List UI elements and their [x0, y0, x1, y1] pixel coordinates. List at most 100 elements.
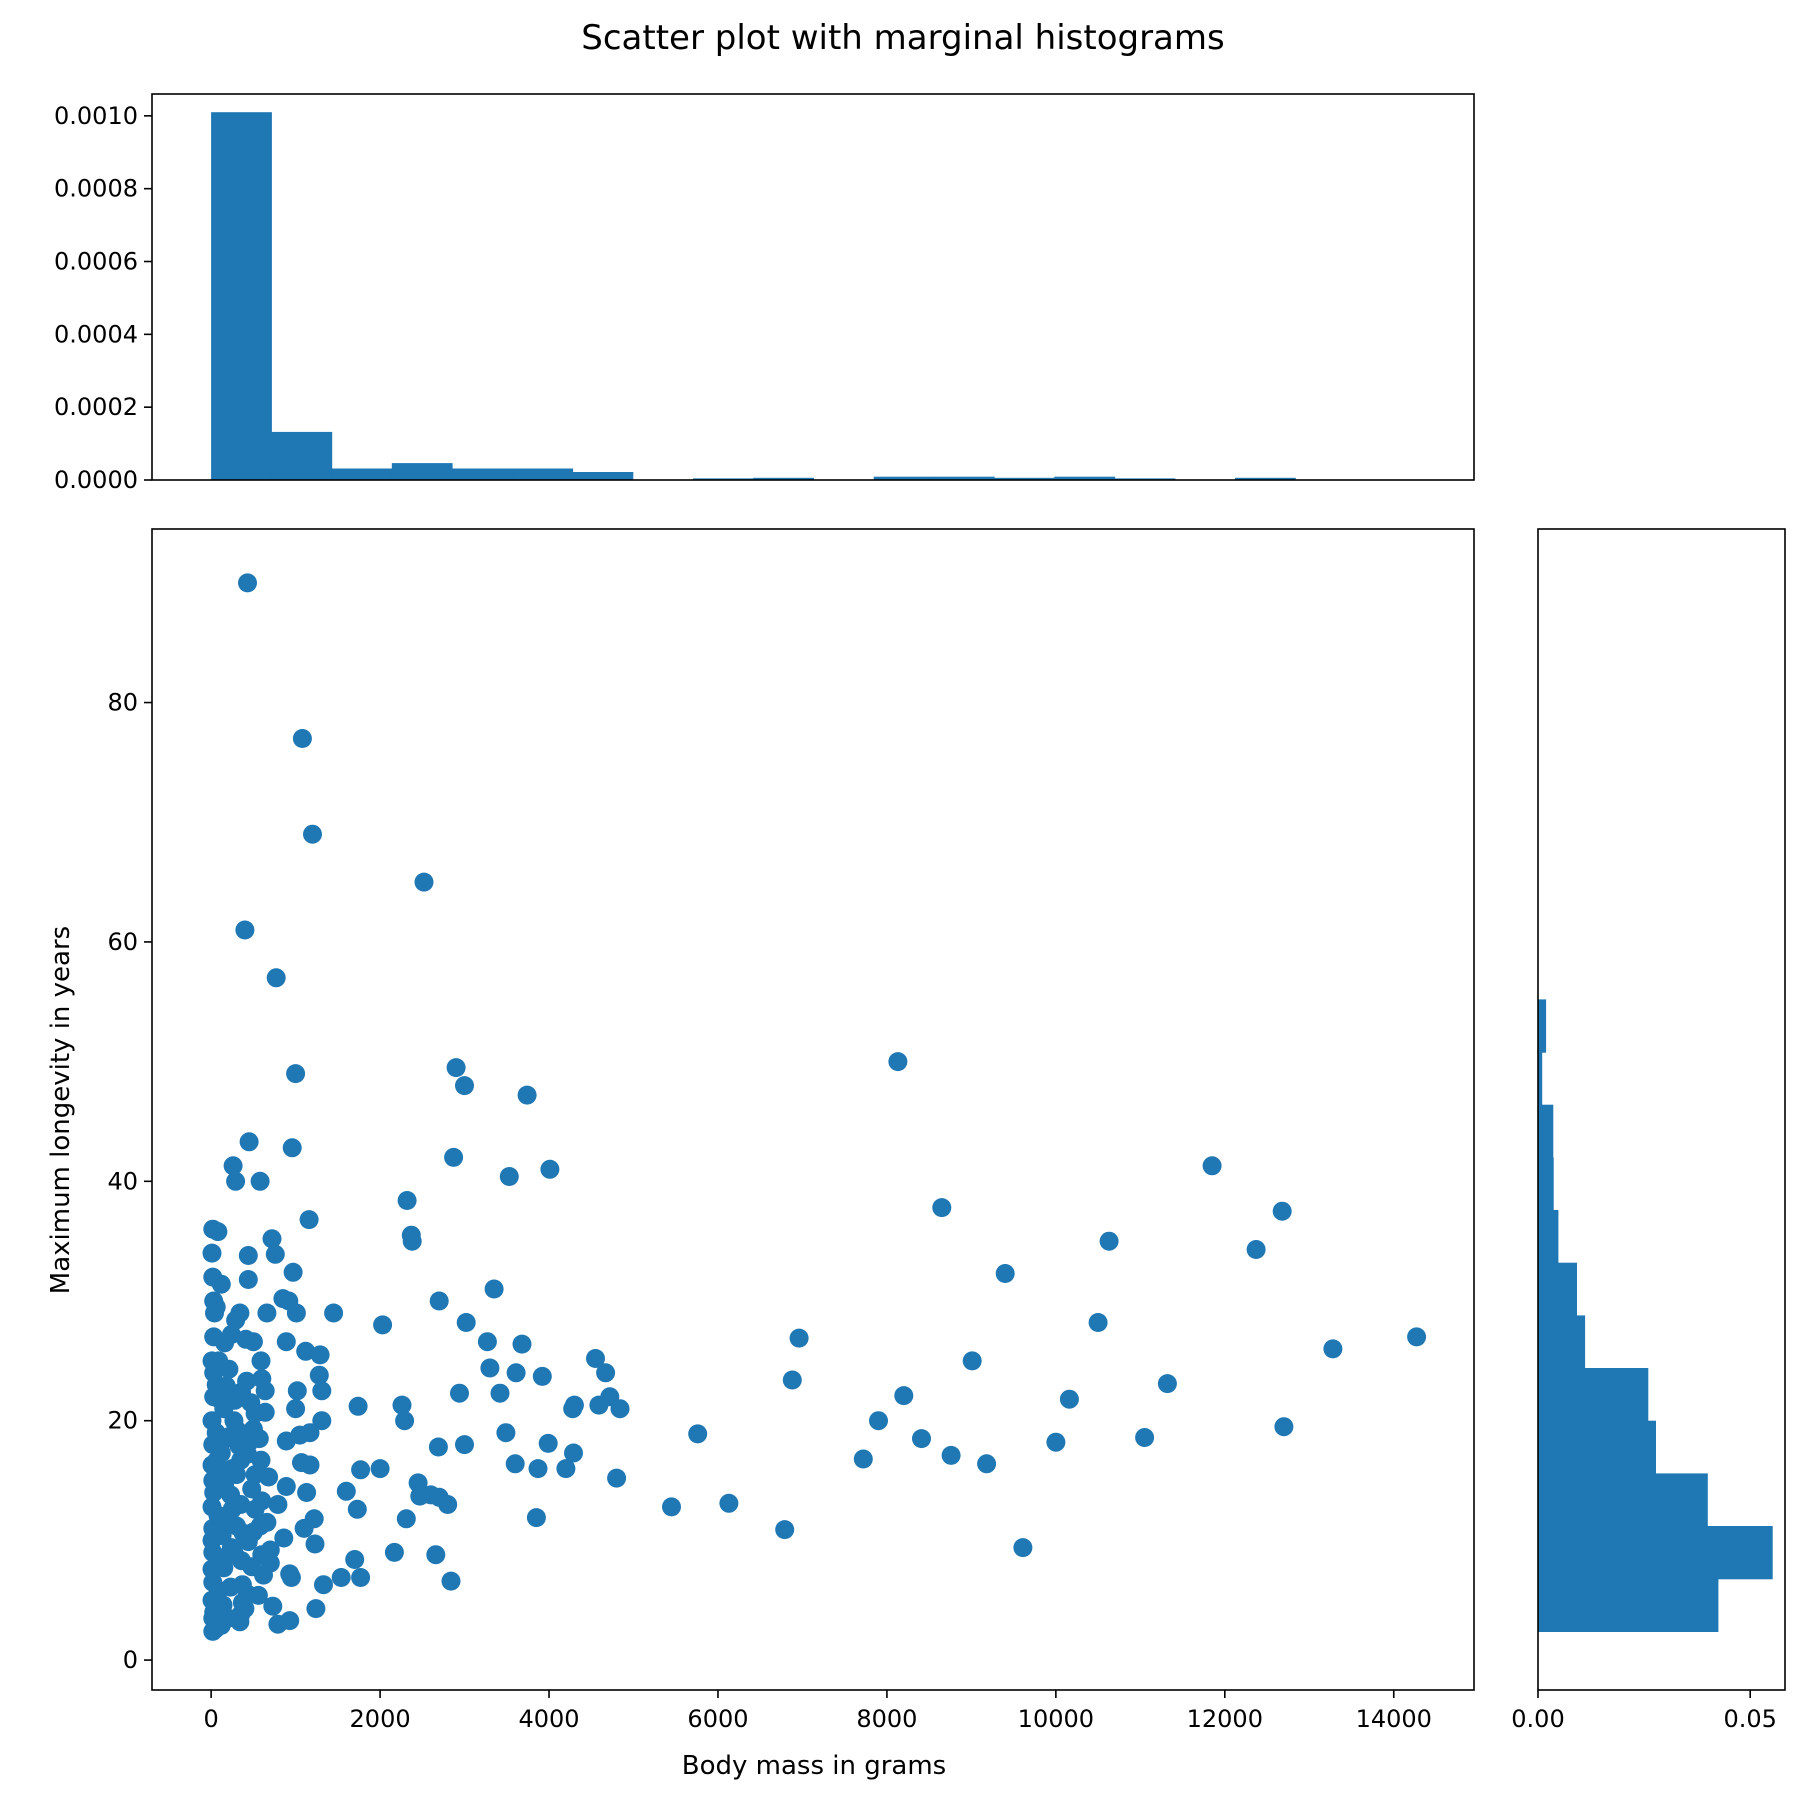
scatter-point [300, 1210, 319, 1229]
scatter-point [442, 1572, 461, 1591]
top-y-tick-label: 0.0010 [54, 102, 138, 130]
scatter-point [1203, 1156, 1222, 1175]
scatter-point [529, 1459, 548, 1478]
scatter-point [397, 1509, 416, 1528]
scatter-point [324, 1304, 343, 1323]
scatter-point [268, 1495, 287, 1514]
scatter-point [205, 1304, 224, 1323]
scatter-point [611, 1399, 630, 1418]
scatter-point [607, 1469, 626, 1488]
scatter-point [398, 1191, 417, 1210]
right-histogram-bar [1538, 1421, 1656, 1474]
scatter-point [790, 1329, 809, 1348]
scatter-point [286, 1064, 305, 1083]
top-histogram-bar [211, 112, 272, 480]
top-y-tick-label: 0.0008 [54, 175, 138, 203]
y-tick-label: 60 [107, 928, 138, 956]
scatter-point [295, 1519, 314, 1538]
chart-title: Scatter plot with marginal histograms [581, 18, 1224, 58]
scatter-point [301, 1456, 320, 1475]
scatter-point [371, 1459, 390, 1478]
scatter-point [540, 1160, 559, 1179]
scatter-point [430, 1292, 449, 1311]
scatter-point [351, 1568, 370, 1587]
scatter-point [231, 1605, 250, 1624]
scatter-point [241, 1393, 260, 1412]
scatter-point [303, 825, 322, 844]
scatter-point [415, 873, 434, 892]
scatter-point [450, 1384, 469, 1403]
top-histogram-bar [452, 469, 513, 481]
scatter-point [239, 1270, 258, 1289]
scatter-point [219, 1360, 238, 1379]
scatter-point [480, 1359, 499, 1378]
scatter-point [288, 1381, 307, 1400]
scatter-point [280, 1611, 299, 1630]
scatter-point [518, 1086, 537, 1105]
x-tick-label: 12000 [1187, 1705, 1263, 1733]
scatter-point [250, 1429, 269, 1448]
scatter-point [221, 1578, 240, 1597]
top-y-tick-label: 0.0006 [54, 248, 138, 276]
scatter-point [395, 1411, 414, 1430]
right-histogram-bar [1538, 1368, 1648, 1421]
scatter-point [246, 1500, 265, 1519]
scatter-point [259, 1468, 278, 1487]
scatter-point [565, 1396, 584, 1415]
scatter-point [589, 1396, 608, 1415]
scatter-point [204, 1327, 223, 1346]
scatter-point [385, 1543, 404, 1562]
right-histogram-bar [1538, 1105, 1553, 1158]
scatter-point [349, 1397, 368, 1416]
scatter-point [239, 1532, 258, 1551]
scatter-point [351, 1460, 370, 1479]
scatter-point [224, 1411, 243, 1430]
scatter-point [478, 1332, 497, 1351]
scatter-point [1089, 1313, 1108, 1332]
scatter-point [869, 1411, 888, 1430]
scatter-point [252, 1351, 271, 1370]
x-tick-label: 0 [203, 1705, 218, 1733]
scatter-point [888, 1052, 907, 1071]
right-histogram-bar [1538, 1263, 1577, 1316]
scatter-point [429, 1438, 448, 1457]
scatter-point [455, 1435, 474, 1454]
scatter-point [1323, 1339, 1342, 1358]
scatter-point [235, 921, 254, 940]
scatter-point [1060, 1390, 1079, 1409]
scatter-point [1274, 1417, 1293, 1436]
x-tick-label: 4000 [518, 1705, 579, 1733]
scatter-point [403, 1232, 422, 1251]
scatter-point [506, 1454, 525, 1473]
scatter-point [527, 1508, 546, 1527]
right-histogram-bar [1538, 1473, 1708, 1526]
scatter-point [596, 1363, 615, 1382]
right-histogram-bar [1538, 999, 1546, 1052]
scatter-point [236, 1330, 255, 1349]
scatter-point [1046, 1433, 1065, 1452]
scatter-point [203, 1268, 222, 1287]
scatter-point [977, 1454, 996, 1473]
scatter-point [337, 1482, 356, 1501]
scatter-point [539, 1434, 558, 1453]
right-x-tick-label: 0.05 [1723, 1705, 1776, 1733]
scatter-point [1013, 1538, 1032, 1557]
scatter-point [238, 573, 257, 592]
scatter-point [1407, 1327, 1426, 1346]
x-tick-label: 2000 [350, 1705, 411, 1733]
x-tick-label: 8000 [856, 1705, 917, 1733]
scatter-point [485, 1280, 504, 1299]
scatter-point [513, 1335, 532, 1354]
top-histogram-bar [271, 432, 332, 480]
scatter-point [306, 1599, 325, 1618]
scatter-point [912, 1429, 931, 1448]
scatter-point [332, 1568, 351, 1587]
scatter-point [207, 1375, 226, 1394]
scatter-point [444, 1148, 463, 1167]
scatter-point [284, 1263, 303, 1282]
scatter-point [496, 1423, 515, 1442]
right-histogram-bar [1538, 1210, 1558, 1263]
scatter-point [214, 1558, 233, 1577]
scatter-point [230, 1436, 249, 1455]
scatter-point [1273, 1202, 1292, 1221]
